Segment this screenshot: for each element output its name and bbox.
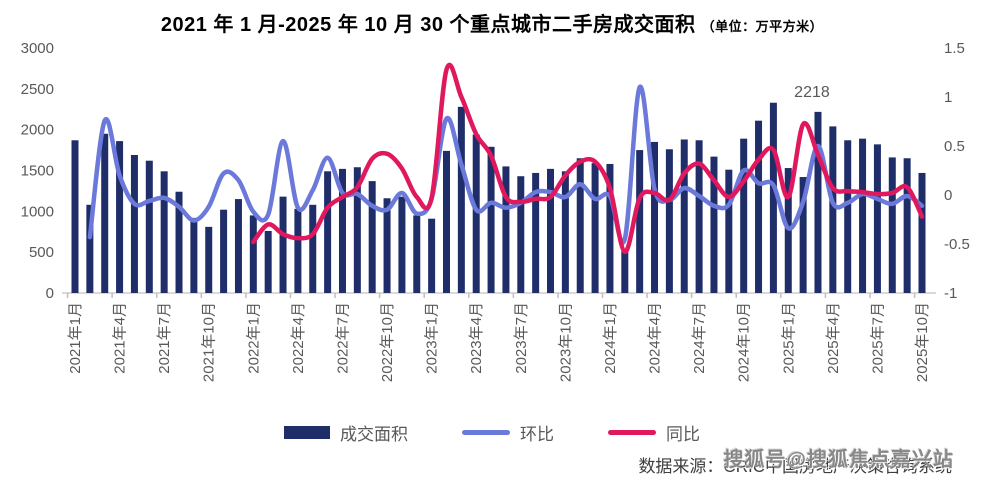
svg-text:-0.5: -0.5 [944,236,970,253]
legend-item-bar: 成交面积 [284,420,408,445]
svg-text:2023年4月: 2023年4月 [468,302,485,374]
legend-item-yoy: 同比 [608,420,700,445]
legend-label-yoy: 同比 [666,425,700,444]
svg-text:500: 500 [29,244,54,261]
svg-text:2024年4月: 2024年4月 [647,302,664,374]
svg-text:2024年7月: 2024年7月 [691,302,708,374]
svg-text:2022年1月: 2022年1月 [245,302,262,374]
watermark-text: 搜狐号@搜狐焦点嘉兴站 [723,449,954,471]
svg-text:2022年7月: 2022年7月 [334,302,351,374]
svg-text:1.5: 1.5 [944,40,965,57]
svg-text:2021年4月: 2021年4月 [112,302,129,374]
svg-text:2023年7月: 2023年7月 [513,302,530,374]
legend-label-bar: 成交面积 [340,425,408,444]
chart-footer: 数据来源：CRIC中国房地产决策咨询系统 搜狐号@搜狐焦点嘉兴站 [638,449,953,482]
svg-text:2025年10月: 2025年10月 [914,302,931,382]
svg-text:2025年4月: 2025年4月 [825,302,842,374]
svg-text:2022年10月: 2022年10月 [379,302,396,382]
svg-text:2500: 2500 [21,81,54,98]
svg-text:2025年1月: 2025年1月 [780,302,797,374]
svg-text:2022年4月: 2022年4月 [290,302,307,374]
chart-title-main: 2021 年 1 月-2025 年 10 月 30 个重点城市二手房成交面积 [160,14,696,36]
svg-text:2021年1月: 2021年1月 [67,302,84,374]
data-source-text: 数据来源：CRIC中国房地产决策咨询系统 [638,457,952,476]
svg-text:2218: 2218 [794,84,830,101]
svg-text:0: 0 [46,285,54,302]
svg-text:1500: 1500 [21,163,54,180]
svg-text:1: 1 [944,89,952,106]
bar-series-swatch [284,426,330,439]
svg-text:0: 0 [944,187,952,204]
legend-item-mom: 环比 [462,420,554,445]
mom-line-swatch [462,430,510,435]
svg-text:2021年10月: 2021年10月 [201,302,218,382]
svg-text:2024年1月: 2024年1月 [602,302,619,374]
svg-text:2021年7月: 2021年7月 [156,302,173,374]
svg-text:3000: 3000 [21,40,54,57]
chart-title: 2021 年 1 月-2025 年 10 月 30 个重点城市二手房成交面积 （… [0,8,984,37]
svg-text:2000: 2000 [21,122,54,139]
svg-text:-1: -1 [944,285,957,302]
svg-text:2025年7月: 2025年7月 [869,302,886,374]
svg-text:2024年10月: 2024年10月 [736,302,753,382]
legend-label-mom: 环比 [520,425,554,444]
chart-title-unit: （单位：万平方米） [701,19,824,34]
yoy-line-swatch [608,430,656,435]
svg-text:1000: 1000 [21,203,54,220]
svg-text:2023年10月: 2023年10月 [557,302,574,382]
svg-text:2023年1月: 2023年1月 [424,302,441,374]
svg-text:0.5: 0.5 [944,138,965,155]
chart-legend: 成交面积 环比 同比 [0,420,984,445]
